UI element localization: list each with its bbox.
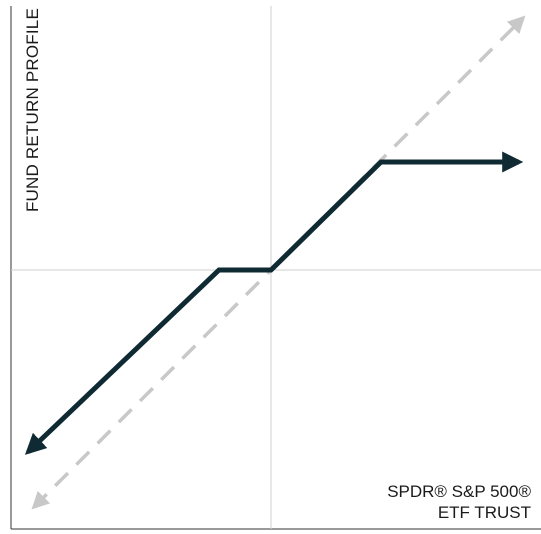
y-axis-title: FUND RETURN PROFILE [23, 8, 42, 213]
x-axis-title-line2: ETF TRUST [437, 503, 531, 522]
x-axis-title-line1: SPDR® S&P 500® [387, 482, 531, 501]
fund-return-line [24, 151, 524, 455]
x-axis-title: SPDR® S&P 500® ETF TRUST [387, 481, 531, 523]
